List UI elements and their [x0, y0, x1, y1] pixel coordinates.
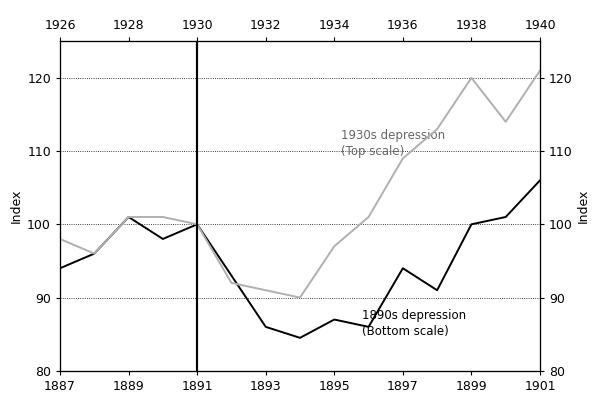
Text: 1930s depression
(Top scale): 1930s depression (Top scale) — [341, 129, 445, 158]
Y-axis label: Index: Index — [577, 189, 590, 223]
Text: 1890s depression
(Bottom scale): 1890s depression (Bottom scale) — [362, 309, 466, 338]
Y-axis label: Index: Index — [10, 189, 23, 223]
